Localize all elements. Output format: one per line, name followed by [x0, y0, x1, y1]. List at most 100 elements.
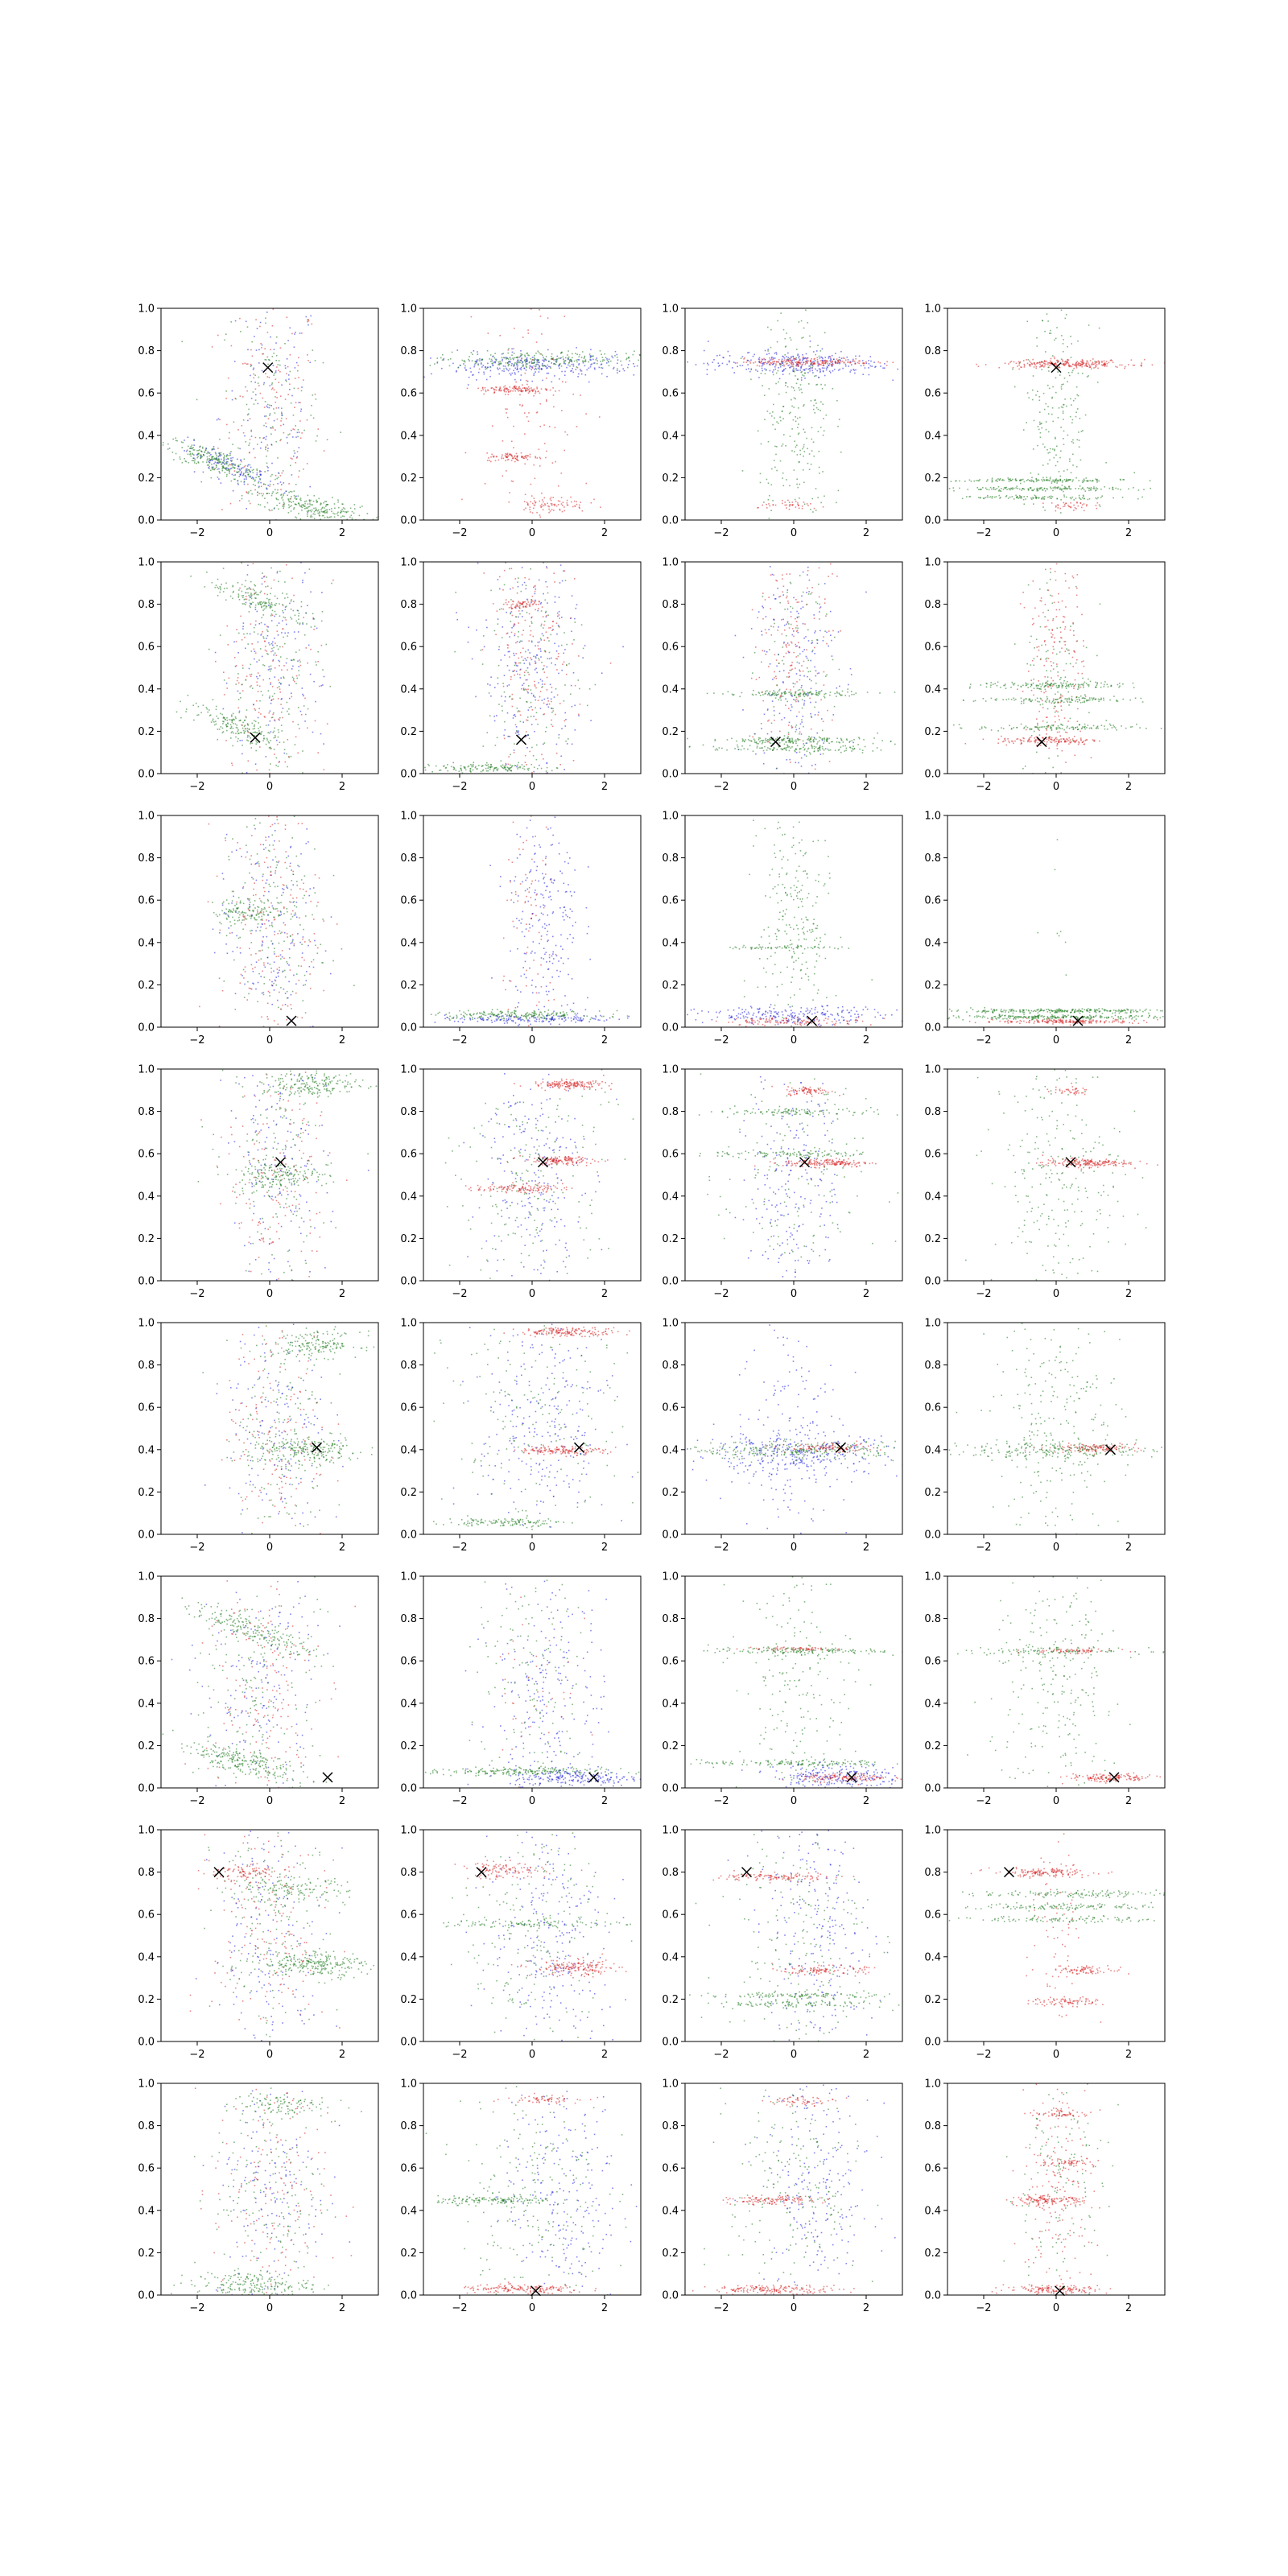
scatter-point [1032, 358, 1034, 361]
scatter-point [1031, 477, 1033, 478]
scatter-point [1092, 480, 1093, 481]
scatter-point [1010, 488, 1013, 489]
scatter-point [784, 361, 786, 363]
scatter-point [819, 363, 821, 365]
scatter-point [280, 704, 282, 705]
scatter-point [519, 361, 521, 364]
scatter-point [325, 506, 327, 507]
scatter-point [782, 485, 785, 487]
scatter-point [1095, 489, 1096, 492]
scatter-point [320, 502, 322, 504]
scatter-point [547, 502, 548, 505]
scatter-point [535, 712, 538, 714]
scatter-point [270, 444, 273, 445]
scatter-point [785, 445, 786, 447]
scatter-point [1079, 362, 1080, 365]
scatter-point [185, 450, 188, 452]
scatter-point [810, 503, 811, 505]
scatter-point [999, 497, 1001, 499]
scatter-point [807, 322, 809, 324]
scatter-point [516, 732, 518, 733]
scatter-point [275, 360, 277, 361]
scatter-point [1016, 485, 1018, 487]
scatter-point [208, 461, 210, 464]
scatter-point [527, 386, 530, 388]
scatter-point [830, 357, 832, 360]
scatter-point [526, 719, 527, 721]
scatter-point [551, 712, 553, 713]
scatter-point [553, 359, 555, 361]
scatter-point [231, 764, 233, 766]
scatter-point [254, 631, 255, 633]
scatter-point [270, 349, 271, 351]
scatter-point [262, 694, 264, 696]
scatter-point [246, 596, 247, 597]
scatter-point [283, 503, 285, 505]
scatter-point [824, 332, 826, 334]
scatter-point [318, 685, 320, 687]
scatter-point [252, 728, 254, 730]
scatter-point [564, 316, 566, 317]
scatter-point [289, 602, 291, 605]
scatter-point [273, 408, 275, 410]
scatter-point [520, 369, 522, 371]
scatter-point [564, 725, 567, 727]
scatter-point [1077, 340, 1079, 342]
scatter-point [558, 365, 559, 367]
scatter-point [625, 353, 627, 355]
scatter-point [251, 722, 254, 724]
scatter-point [983, 497, 985, 500]
scatter-point [521, 687, 522, 690]
scatter-point [835, 353, 836, 354]
scatter-point [543, 742, 546, 744]
scatter-point [767, 440, 770, 443]
scatter-point [802, 360, 803, 361]
scatter-cluster-red [757, 499, 824, 510]
scatter-point [519, 387, 521, 390]
scatter-point [530, 706, 532, 708]
scatter-point [783, 357, 786, 359]
scatter-point [262, 353, 263, 355]
scatter-point [778, 381, 779, 383]
scatter-point [534, 599, 536, 601]
scatter-point [304, 502, 306, 505]
scatter-point [1124, 365, 1126, 368]
scatter-point [555, 713, 556, 716]
scatter-point [1012, 489, 1013, 490]
scatter-point [218, 471, 221, 473]
scatter-point [1003, 487, 1005, 489]
scatter-point [535, 657, 537, 659]
scatter-point [278, 382, 280, 383]
scatter-point [262, 495, 263, 497]
scatter-point [237, 741, 238, 742]
scatter-point [526, 599, 529, 601]
scatter-point [284, 367, 287, 369]
scatter-point [519, 714, 522, 716]
scatter-point [882, 367, 884, 369]
scatter-point [269, 748, 271, 749]
scatter-point [562, 356, 564, 358]
scatter-point [481, 362, 482, 364]
scatter-point [260, 470, 262, 473]
scatter-cluster-red [737, 356, 894, 369]
scatter-point [528, 662, 530, 664]
scatter-point [242, 628, 244, 630]
scatter-point [258, 623, 261, 625]
scatter-point [283, 636, 284, 638]
scatter-point [1065, 488, 1067, 489]
scatter-point [321, 611, 324, 613]
scatter-point [1049, 332, 1051, 334]
scatter-point [253, 367, 255, 369]
scatter-point [511, 440, 513, 443]
scatter-point [779, 364, 782, 366]
scatter-point [538, 658, 539, 659]
scatter-point [526, 656, 529, 658]
scatter-point [250, 597, 253, 600]
scatter-point [1102, 365, 1104, 366]
scatter-point [263, 665, 266, 667]
scatter-point [240, 481, 242, 483]
scatter-point [217, 462, 220, 464]
scatter-point [324, 512, 326, 514]
scatter-point [263, 382, 265, 384]
scatter-point [287, 635, 288, 637]
